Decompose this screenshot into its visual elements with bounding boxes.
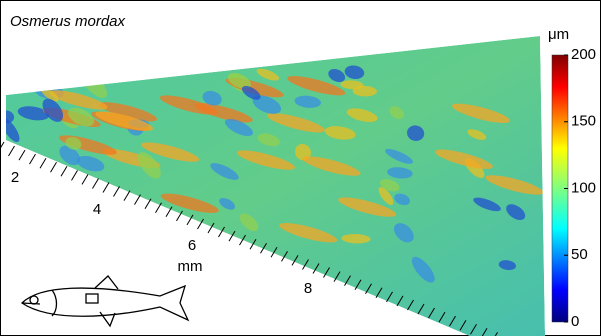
axis-label: mm (178, 258, 203, 275)
axis-tick-label: 6 (188, 237, 196, 254)
axis-tick-label: 8 (304, 280, 312, 297)
axis-tick-label: 2 (11, 169, 19, 186)
title: Osmerus mordax (10, 13, 126, 30)
colorbar-tick-label: 0 (571, 313, 579, 330)
colorbar-tick-label: 50 (571, 246, 588, 263)
colorbar-tick-label: 100 (571, 179, 596, 196)
axis-tick-label: 4 (93, 201, 101, 218)
colorbar-tick-label: 200 (571, 46, 596, 63)
colorbar-tick-label: 150 (571, 113, 596, 130)
figure: Osmerus mordax μm 200 150 100 50 0 2 4 6 8 m… (0, 0, 601, 336)
colorbar-unit: μm (548, 26, 569, 43)
